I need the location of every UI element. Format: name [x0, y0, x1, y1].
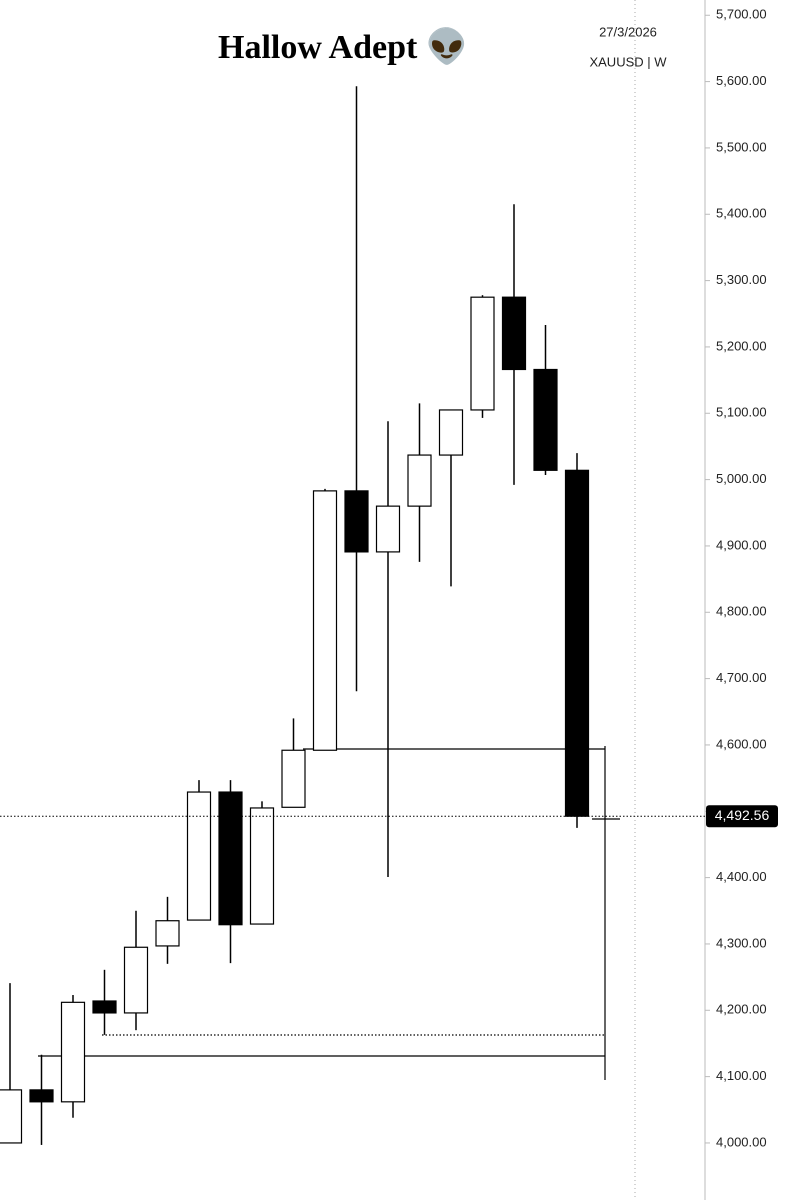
- y-tick-label: 4,900.00: [716, 537, 767, 552]
- candle-body: [155, 920, 180, 947]
- candle-body: [249, 807, 275, 925]
- y-tick-label: 4,200.00: [716, 1002, 767, 1017]
- y-tick-label: 5,200.00: [716, 338, 767, 353]
- candle-body: [186, 791, 212, 921]
- candle-body: [344, 490, 369, 553]
- y-tick-label: 5,100.00: [716, 405, 767, 420]
- candle-body: [407, 454, 432, 507]
- y-tick-label: 5,300.00: [716, 272, 767, 287]
- last-price-box: [706, 805, 778, 828]
- candle-body: [0, 1089, 23, 1144]
- candle-body: [123, 946, 149, 1014]
- candle-body: [533, 368, 558, 471]
- chart-title: Hallow Adept 👽: [218, 26, 468, 66]
- candle-body: [438, 409, 464, 456]
- y-tick-label: 4,300.00: [716, 935, 767, 950]
- drawings: [38, 746, 620, 1080]
- candle-body: [564, 469, 590, 817]
- y-tick-label: 4,600.00: [716, 736, 767, 751]
- candle-body: [218, 791, 243, 926]
- y-tick-label: 5,400.00: [716, 206, 767, 221]
- date: 27/3/2026: [599, 24, 657, 39]
- candle-body: [312, 490, 338, 751]
- y-tick-label: 4,700.00: [716, 670, 767, 685]
- candle-body: [501, 296, 527, 371]
- candle-body: [281, 749, 306, 808]
- y-tick-label: 5,500.00: [716, 139, 767, 154]
- candle-body: [60, 1001, 86, 1103]
- y-tick-label: 5,700.00: [716, 7, 767, 22]
- y-tick-label: 5,000.00: [716, 471, 767, 486]
- candle-body: [375, 505, 401, 553]
- candle-body: [92, 1000, 117, 1014]
- y-tick-label: 4,400.00: [716, 869, 767, 884]
- symbol: XAUUSD | W: [589, 54, 667, 69]
- candle-body: [29, 1089, 54, 1103]
- candle-body: [470, 296, 495, 411]
- y-tick-label: 4,800.00: [716, 604, 767, 619]
- y-tick-label: 4,000.00: [716, 1134, 767, 1149]
- y-tick-label: 4,100.00: [716, 1068, 767, 1083]
- y-tick-label: 5,600.00: [716, 73, 767, 88]
- last-price-label: 4,492.56: [715, 807, 770, 823]
